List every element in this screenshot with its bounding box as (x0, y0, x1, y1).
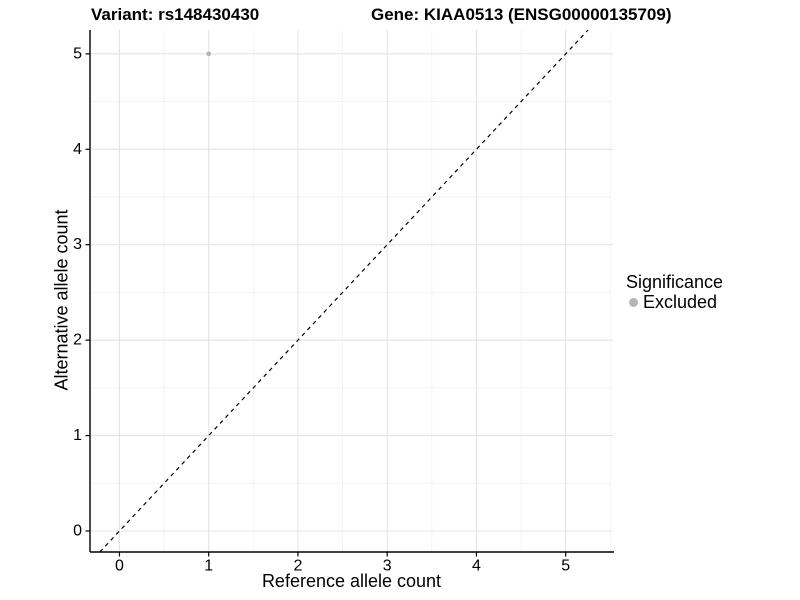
y-tick-label: 0 (73, 523, 82, 540)
x-tick-label: 5 (561, 557, 570, 574)
x-tick-label: 1 (204, 557, 213, 574)
y-tick-label: 2 (73, 332, 82, 349)
x-tick-label: 4 (472, 557, 481, 574)
plot-title-variant: Variant: rs148430430 (91, 5, 260, 24)
x-axis-title: Reference allele count (261, 571, 442, 591)
legend-item-label: Excluded (643, 292, 718, 312)
y-tick-label: 4 (73, 141, 82, 158)
x-tick-label: 0 (115, 557, 124, 574)
identity-line (99, 29, 589, 553)
y-tick-label: 5 (73, 45, 82, 62)
legend-title: Significance (626, 272, 724, 292)
x-tick-label: 3 (383, 557, 392, 574)
x-tick-label: 2 (293, 557, 302, 574)
y-axis-title: Alternative allele count (51, 209, 72, 391)
legend: Significance Excluded (626, 272, 723, 311)
plot-title-gene: Gene: KIAA0513 (ENSG00000135709) (371, 5, 672, 24)
y-tick-label: 3 (73, 236, 82, 253)
data-point (206, 51, 212, 57)
legend-item-excluded: Excluded (626, 293, 723, 311)
excluded-point-icon (629, 297, 638, 307)
y-tick-label: 1 (73, 427, 82, 444)
